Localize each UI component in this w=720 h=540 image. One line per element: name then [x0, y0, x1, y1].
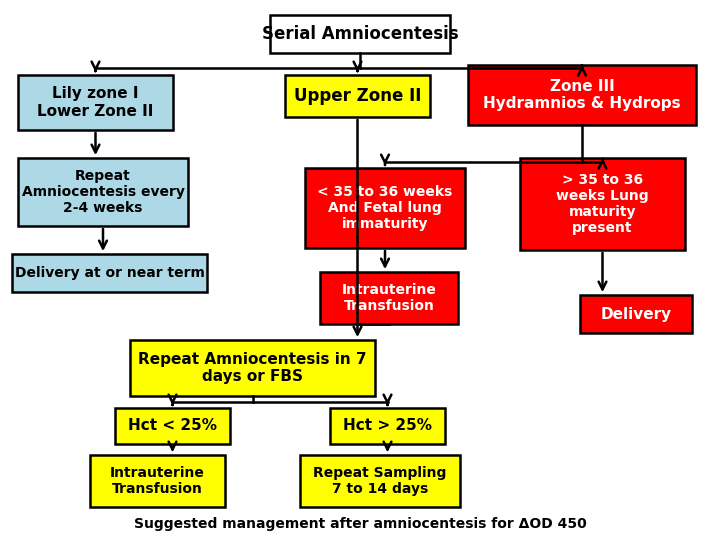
FancyBboxPatch shape	[320, 272, 458, 324]
FancyBboxPatch shape	[300, 455, 460, 507]
Text: Zone III
Hydramnios & Hydrops: Zone III Hydramnios & Hydrops	[483, 79, 681, 111]
Text: Repeat
Amniocentesis every
2-4 weeks: Repeat Amniocentesis every 2-4 weeks	[22, 169, 184, 215]
FancyBboxPatch shape	[115, 408, 230, 444]
Text: > 35 to 36
weeks Lung
maturity
present: > 35 to 36 weeks Lung maturity present	[556, 173, 649, 235]
FancyBboxPatch shape	[18, 75, 173, 130]
FancyBboxPatch shape	[520, 158, 685, 250]
Text: Hct > 25%: Hct > 25%	[343, 418, 432, 434]
Text: Upper Zone II: Upper Zone II	[294, 87, 421, 105]
FancyBboxPatch shape	[18, 158, 188, 226]
Text: Lily zone I
Lower Zone II: Lily zone I Lower Zone II	[37, 86, 153, 119]
Text: Suggested management after amniocentesis for ΔOD 450: Suggested management after amniocentesis…	[134, 517, 586, 531]
FancyBboxPatch shape	[330, 408, 445, 444]
Text: Intrauterine
Transfusion: Intrauterine Transfusion	[341, 283, 436, 313]
FancyBboxPatch shape	[90, 455, 225, 507]
FancyBboxPatch shape	[285, 75, 430, 117]
Text: Serial Amniocentesis: Serial Amniocentesis	[261, 25, 459, 43]
Text: Repeat Sampling
7 to 14 days: Repeat Sampling 7 to 14 days	[313, 466, 446, 496]
FancyBboxPatch shape	[270, 15, 450, 53]
FancyBboxPatch shape	[130, 340, 375, 396]
FancyBboxPatch shape	[12, 254, 207, 292]
Text: Delivery: Delivery	[600, 307, 672, 321]
Text: Repeat Amniocentesis in 7
days or FBS: Repeat Amniocentesis in 7 days or FBS	[138, 352, 366, 384]
FancyBboxPatch shape	[580, 295, 692, 333]
Text: Hct < 25%: Hct < 25%	[128, 418, 217, 434]
FancyBboxPatch shape	[305, 168, 465, 248]
Text: Intrauterine
Transfusion: Intrauterine Transfusion	[110, 466, 205, 496]
Text: < 35 to 36 weeks
And Fetal lung
immaturity: < 35 to 36 weeks And Fetal lung immaturi…	[318, 185, 453, 231]
Text: Delivery at or near term: Delivery at or near term	[14, 266, 204, 280]
FancyBboxPatch shape	[468, 65, 696, 125]
